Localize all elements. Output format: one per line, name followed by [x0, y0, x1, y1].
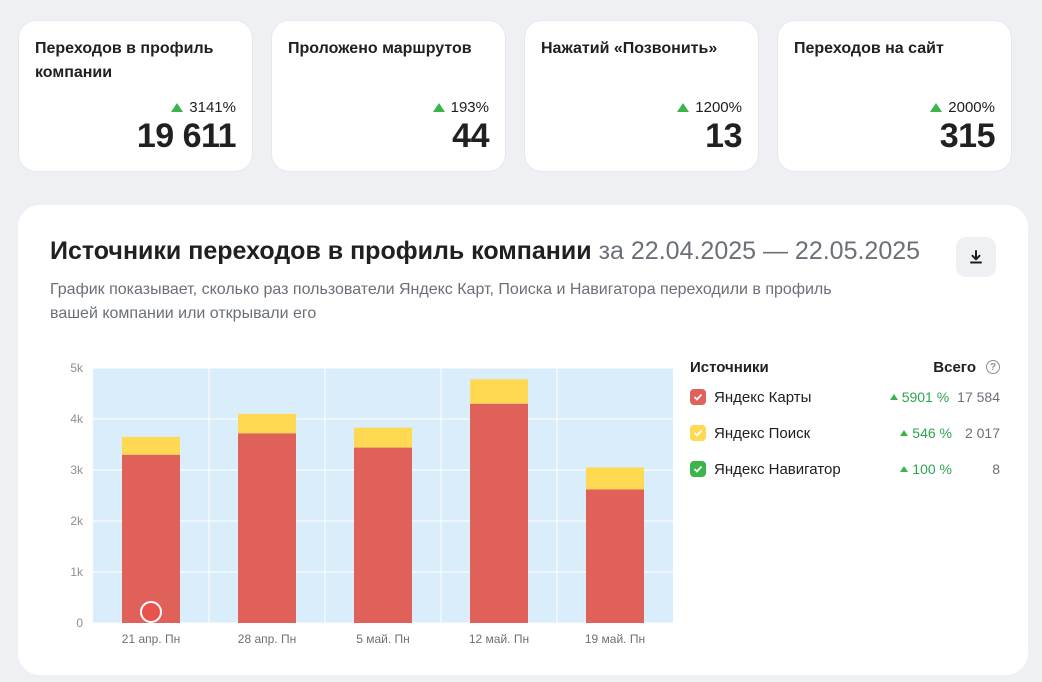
- legend-item-maps[interactable]: Яндекс Карты 5901 % 17 584: [690, 379, 1000, 415]
- legend-pct-value: 5901 %: [901, 389, 950, 405]
- bar-search: [238, 413, 296, 434]
- legend-item-navigator[interactable]: Яндекс Навигатор 100 % 8: [690, 451, 1000, 487]
- download-icon: [970, 250, 982, 264]
- legend: Источники Всего ? Яндекс Карты 5901 % 17…: [690, 355, 1000, 487]
- bar-search: [122, 436, 180, 455]
- stat-value: 19 611: [136, 117, 237, 155]
- y-tick-label: 5k: [70, 361, 84, 375]
- bar-maps: [354, 447, 412, 623]
- y-tick-label: 3k: [70, 463, 84, 477]
- stat-delta-value: 1200%: [695, 99, 742, 116]
- legend-pct-value: 100 %: [912, 461, 952, 477]
- check-icon: [693, 393, 703, 401]
- stat-card-routes[interactable]: Проложено маршрутов 193% 44: [271, 20, 506, 172]
- trend-up-icon: [930, 103, 943, 112]
- stat-delta-value: 193%: [450, 99, 489, 116]
- trend-up-icon: [900, 430, 909, 436]
- comment-marker-icon: [140, 601, 162, 623]
- chart-svg: 0 1k 2k 3k 4k 5k 21 апр. Пн 28 апр. Пн 5 май. Пн…: [70, 361, 673, 646]
- y-tick-label: 0: [76, 616, 83, 630]
- stat-title: Проложено маршрутов: [288, 40, 472, 57]
- checkbox-search[interactable]: [690, 425, 706, 441]
- bar-search: [354, 427, 412, 448]
- legend-item-pct: 5901 %: [889, 389, 950, 405]
- x-tick-label: 12 май. Пн: [469, 632, 529, 646]
- legend-item-pct: 546 %: [900, 425, 952, 441]
- legend-item-search[interactable]: Яндекс Поиск 546 % 2 017: [690, 415, 1000, 451]
- stat-delta: 2000%: [930, 99, 995, 116]
- bar-maps: [122, 454, 180, 623]
- stats-row: Переходов в профиль компании 3141% 19 61…: [18, 20, 1012, 172]
- stat-delta: 3141%: [171, 99, 236, 116]
- legend-item-label: Яндекс Карты: [714, 388, 812, 406]
- panel-period: за 22.04.2025 — 22.05.2025: [598, 237, 921, 265]
- download-button[interactable]: [956, 237, 996, 277]
- legend-total-label: Всего: [933, 358, 976, 376]
- x-tick-label: 19 май. Пн: [585, 632, 645, 646]
- stat-delta-value: 2000%: [948, 99, 995, 116]
- trend-up-icon: [900, 466, 909, 472]
- trend-up-icon: [889, 394, 898, 400]
- x-tick-label: 28 апр. Пн: [238, 632, 296, 646]
- checkbox-maps[interactable]: [690, 389, 706, 405]
- legend-header-label: Источники: [690, 358, 769, 376]
- legend-total-header: Всего ?: [933, 359, 1000, 376]
- y-tick-label: 4k: [70, 412, 84, 426]
- check-icon: [693, 465, 703, 473]
- legend-header: Источники Всего ?: [690, 355, 1000, 379]
- y-tick-label: 2k: [70, 514, 84, 528]
- legend-item-pct: 100 %: [900, 461, 952, 477]
- legend-pct-value: 546 %: [912, 425, 952, 441]
- bar-maps: [238, 433, 296, 623]
- sources-panel: Источники переходов в профиль компании з…: [18, 205, 1028, 675]
- legend-item-total: 17 584: [957, 389, 1000, 405]
- stat-card-profile-visits[interactable]: Переходов в профиль компании 3141% 19 61…: [18, 20, 253, 172]
- legend-item-label: Яндекс Навигатор: [714, 460, 841, 478]
- y-tick-label: 1k: [70, 565, 84, 579]
- stat-card-calls[interactable]: Нажатий «Позвонить» 1200% 13: [524, 20, 759, 172]
- x-tick-label: 21 апр. Пн: [122, 632, 180, 646]
- bar-maps: [470, 403, 528, 623]
- trend-up-icon: [171, 103, 184, 112]
- bar-search: [470, 379, 528, 404]
- legend-item-total: 8: [992, 461, 1000, 477]
- stat-title: Нажатий «Позвонить»: [541, 40, 718, 57]
- stat-card-site-visits[interactable]: Переходов на сайт 2000% 315: [777, 20, 1012, 172]
- help-icon[interactable]: ?: [986, 360, 1000, 374]
- stat-delta: 1200%: [677, 99, 742, 116]
- trend-up-icon: [677, 103, 690, 112]
- stat-title: Переходов в профиль компании: [35, 40, 214, 81]
- bar-search: [586, 467, 644, 490]
- panel-title-text: Источники переходов в профиль компании: [50, 237, 592, 265]
- check-icon: [693, 429, 703, 437]
- stat-delta-value: 3141%: [189, 99, 236, 116]
- stat-value: 44: [452, 117, 489, 155]
- sources-chart: 0 1k 2k 3k 4k 5k 21 апр. Пн 28 апр. Пн 5 май. Пн…: [48, 355, 688, 655]
- x-tick-label: 5 май. Пн: [356, 632, 410, 646]
- stat-delta: 193%: [432, 99, 489, 116]
- legend-item-label: Яндекс Поиск: [714, 424, 811, 442]
- checkbox-navigator[interactable]: [690, 461, 706, 477]
- stat-value: 13: [705, 117, 742, 155]
- stat-title: Переходов на сайт: [794, 40, 944, 57]
- stat-value: 315: [939, 117, 996, 155]
- legend-item-total: 2 017: [964, 425, 1000, 441]
- trend-up-icon: [432, 103, 445, 112]
- panel-description: График показывает, сколько раз пользоват…: [50, 281, 832, 322]
- panel-title: Источники переходов в профиль компании з…: [50, 237, 920, 266]
- bar-maps: [586, 489, 644, 623]
